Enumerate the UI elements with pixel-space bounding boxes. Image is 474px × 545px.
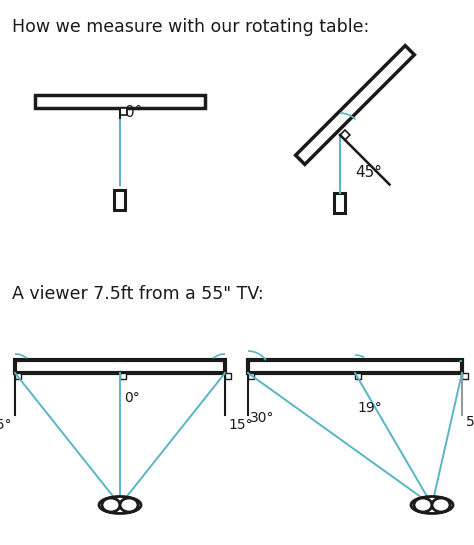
Text: 15°: 15° <box>0 418 12 432</box>
Polygon shape <box>340 130 350 140</box>
Text: 0°: 0° <box>124 391 140 405</box>
Text: A viewer 7.5ft from a 55" TV:: A viewer 7.5ft from a 55" TV: <box>12 285 264 303</box>
FancyBboxPatch shape <box>15 373 21 379</box>
Ellipse shape <box>414 498 432 512</box>
Ellipse shape <box>102 498 120 512</box>
Text: 19°: 19° <box>357 401 382 415</box>
FancyBboxPatch shape <box>248 360 462 373</box>
Ellipse shape <box>411 496 453 513</box>
Text: 30°: 30° <box>250 411 274 425</box>
FancyBboxPatch shape <box>248 373 254 379</box>
FancyBboxPatch shape <box>15 360 225 373</box>
Ellipse shape <box>99 496 141 513</box>
Text: 15°: 15° <box>228 418 253 432</box>
FancyBboxPatch shape <box>355 373 361 379</box>
FancyBboxPatch shape <box>115 190 126 210</box>
FancyBboxPatch shape <box>335 193 346 213</box>
Ellipse shape <box>120 498 138 512</box>
FancyBboxPatch shape <box>35 95 205 108</box>
FancyBboxPatch shape <box>120 373 126 379</box>
FancyBboxPatch shape <box>120 108 127 115</box>
Text: 0°: 0° <box>125 105 142 120</box>
FancyBboxPatch shape <box>462 373 468 379</box>
FancyBboxPatch shape <box>225 373 231 379</box>
Polygon shape <box>296 46 414 165</box>
Ellipse shape <box>432 498 450 512</box>
Text: 45°: 45° <box>355 165 382 180</box>
Text: How we measure with our rotating table:: How we measure with our rotating table: <box>12 18 369 36</box>
Text: 5°: 5° <box>466 415 474 429</box>
